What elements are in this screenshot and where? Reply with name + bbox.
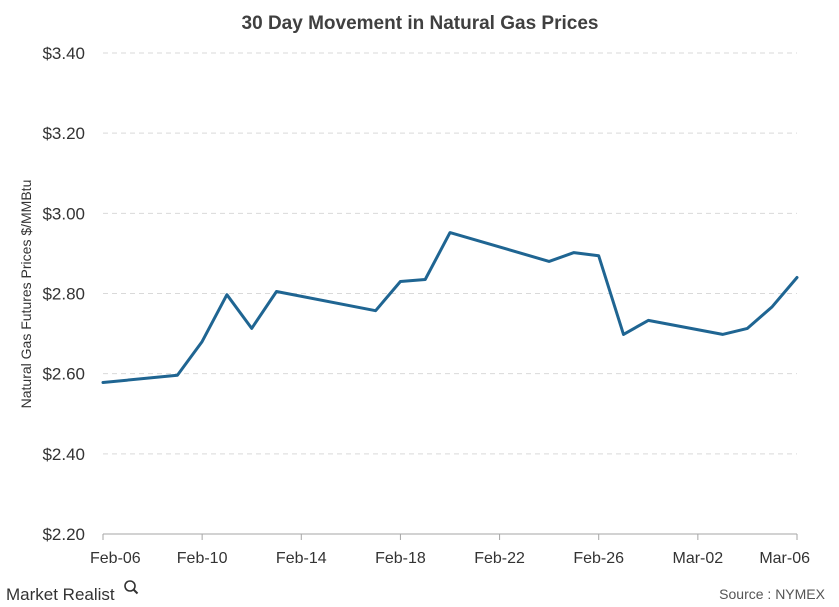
x-tick-label: Feb-22 bbox=[474, 550, 525, 567]
y-tick-label: $3.40 bbox=[42, 44, 85, 63]
x-axis-ticks: Feb-06 Feb-10 Feb-14 Feb-18 Feb-22 Feb-26 Mar-… bbox=[90, 534, 810, 567]
y-tick-label: $2.80 bbox=[42, 285, 85, 304]
source-note: Source : NYMEX bbox=[719, 586, 825, 602]
magnifier-icon bbox=[124, 580, 139, 595]
gridlines bbox=[103, 52, 797, 455]
brand-name: Market Realist bbox=[6, 585, 115, 604]
y-tick-label: $3.00 bbox=[42, 204, 85, 223]
x-tick-label: Mar-06 bbox=[759, 550, 810, 567]
y-tick-label: $2.40 bbox=[42, 445, 85, 464]
x-tick-label: Feb-10 bbox=[177, 550, 228, 567]
series-line bbox=[101, 231, 799, 384]
x-tick-label: Feb-26 bbox=[573, 550, 624, 567]
y-tick-label: $3.20 bbox=[42, 124, 85, 143]
x-tick-label: Feb-06 bbox=[90, 550, 141, 567]
x-tick-label: Feb-18 bbox=[375, 550, 426, 567]
brand-logo: Market Realist bbox=[6, 580, 139, 604]
chart-title: 30 Day Movement in Natural Gas Prices bbox=[242, 13, 599, 34]
x-tick-label: Mar-02 bbox=[673, 550, 724, 567]
y-axis-ticks: $2.20 $2.40 $2.60 $2.80 $3.00 $3.20 $3.40 bbox=[42, 44, 85, 544]
y-tick-label: $2.20 bbox=[42, 525, 85, 544]
x-tick-label: Feb-14 bbox=[276, 550, 327, 567]
series-group bbox=[101, 231, 799, 384]
y-tick-label: $2.60 bbox=[42, 365, 85, 384]
y-axis-label: Natural Gas Futures Prices $/MMBtu bbox=[18, 180, 34, 409]
